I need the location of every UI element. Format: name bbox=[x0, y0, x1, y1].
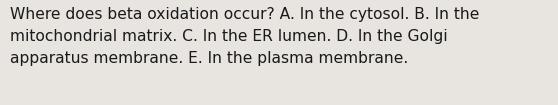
Text: Where does beta oxidation occur? A. In the cytosol. B. In the
mitochondrial matr: Where does beta oxidation occur? A. In t… bbox=[10, 7, 479, 66]
